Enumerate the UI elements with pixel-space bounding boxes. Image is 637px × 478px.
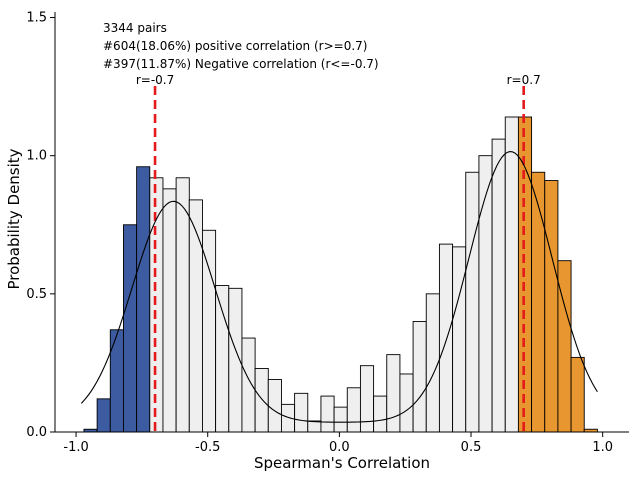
histogram-bar (215, 285, 230, 433)
histogram-bar (254, 368, 269, 433)
threshold-label: r=0.7 (507, 73, 541, 87)
histogram-bar (96, 398, 111, 433)
histogram-bars (83, 116, 598, 433)
y-axis-label: Probability Density (5, 148, 23, 289)
histogram-bar (267, 379, 282, 433)
histogram-bar (241, 337, 256, 433)
x-tick-label: -0.5 (195, 440, 220, 455)
histogram-bar (109, 329, 124, 433)
annotation-positive: #604(18.06%) positive correlation (r>=0.… (103, 39, 367, 53)
histogram-bar (346, 387, 361, 433)
y-tick-label: 1.0 (26, 149, 47, 164)
y-tick-label: 0.5 (26, 287, 47, 302)
histogram-bar (175, 177, 190, 433)
y-tick-label: 1.5 (26, 11, 47, 26)
histogram-bar (201, 229, 217, 433)
histogram-bar (136, 166, 151, 433)
histogram-bar (123, 224, 138, 433)
histogram-bar (162, 188, 177, 433)
x-axis-label: Spearman's Correlation (254, 454, 430, 472)
axes: 0.0 0.5 1.0 1.5 -1.0 -0.5 0.0 0.5 1.0 (26, 11, 629, 455)
histogram-bar (333, 406, 348, 433)
histogram-bar (188, 199, 203, 433)
histogram-bar (491, 138, 506, 433)
histogram-bar (570, 356, 585, 433)
histogram-bar (294, 392, 309, 433)
annotation-negative: #397(11.87%) Negative correlation (r<=-0… (103, 57, 379, 71)
histogram-bar (531, 171, 546, 433)
histogram-bar (504, 116, 519, 433)
y-tick-label: 0.0 (26, 425, 47, 440)
threshold-lines: r=-0.7 r=0.7 (136, 73, 541, 432)
histogram-bar (149, 177, 164, 433)
histogram-bar (320, 395, 335, 433)
x-tick-label: -1.0 (63, 440, 88, 455)
histogram-bar (438, 243, 454, 433)
x-tick-label: 0.5 (461, 440, 482, 455)
x-tick-label: 1.0 (592, 440, 613, 455)
x-tick-label: 0.0 (329, 440, 350, 455)
histogram-bar (386, 354, 401, 433)
histogram-bar (412, 321, 427, 433)
annotations: 3344 pairs #604(18.06%) positive correla… (103, 21, 379, 71)
histogram-bar (373, 395, 388, 433)
histogram-bar (307, 420, 322, 433)
histogram-bar (465, 171, 480, 433)
annotation-pair-count: 3344 pairs (103, 21, 167, 35)
threshold-label: r=-0.7 (136, 73, 174, 87)
kde-line (80, 151, 598, 423)
histogram-bar (399, 373, 414, 433)
kde-curve (80, 151, 598, 423)
histogram-bar (544, 180, 559, 433)
histogram-bar (452, 246, 467, 433)
histogram-bar (517, 116, 533, 433)
